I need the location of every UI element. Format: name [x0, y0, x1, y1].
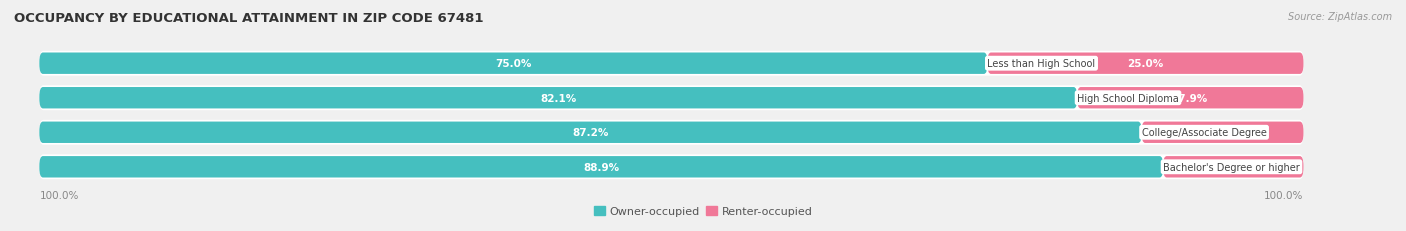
FancyBboxPatch shape — [39, 120, 1303, 145]
FancyBboxPatch shape — [39, 53, 987, 75]
Text: 12.8%: 12.8% — [1205, 128, 1240, 138]
Text: OCCUPANCY BY EDUCATIONAL ATTAINMENT IN ZIP CODE 67481: OCCUPANCY BY EDUCATIONAL ATTAINMENT IN Z… — [14, 12, 484, 24]
Text: Less than High School: Less than High School — [987, 59, 1095, 69]
Legend: Owner-occupied, Renter-occupied: Owner-occupied, Renter-occupied — [593, 207, 813, 216]
FancyBboxPatch shape — [1077, 88, 1303, 109]
FancyBboxPatch shape — [1163, 156, 1303, 178]
FancyBboxPatch shape — [39, 86, 1303, 111]
FancyBboxPatch shape — [39, 155, 1303, 179]
FancyBboxPatch shape — [987, 53, 1303, 75]
Text: 25.0%: 25.0% — [1128, 59, 1164, 69]
Text: Source: ZipAtlas.com: Source: ZipAtlas.com — [1288, 12, 1392, 21]
Text: 100.0%: 100.0% — [1264, 190, 1303, 200]
Text: 100.0%: 100.0% — [39, 190, 79, 200]
FancyBboxPatch shape — [39, 52, 1303, 76]
Text: 87.2%: 87.2% — [572, 128, 609, 138]
FancyBboxPatch shape — [39, 156, 1163, 178]
Text: 11.1%: 11.1% — [1215, 162, 1251, 172]
Text: 75.0%: 75.0% — [495, 59, 531, 69]
Text: 17.9%: 17.9% — [1173, 93, 1208, 103]
FancyBboxPatch shape — [39, 122, 1142, 143]
Text: College/Associate Degree: College/Associate Degree — [1142, 128, 1267, 138]
FancyBboxPatch shape — [1142, 122, 1303, 143]
FancyBboxPatch shape — [39, 88, 1077, 109]
Text: Bachelor's Degree or higher: Bachelor's Degree or higher — [1163, 162, 1301, 172]
Text: High School Diploma: High School Diploma — [1077, 93, 1178, 103]
Text: 82.1%: 82.1% — [540, 93, 576, 103]
Text: 88.9%: 88.9% — [583, 162, 619, 172]
